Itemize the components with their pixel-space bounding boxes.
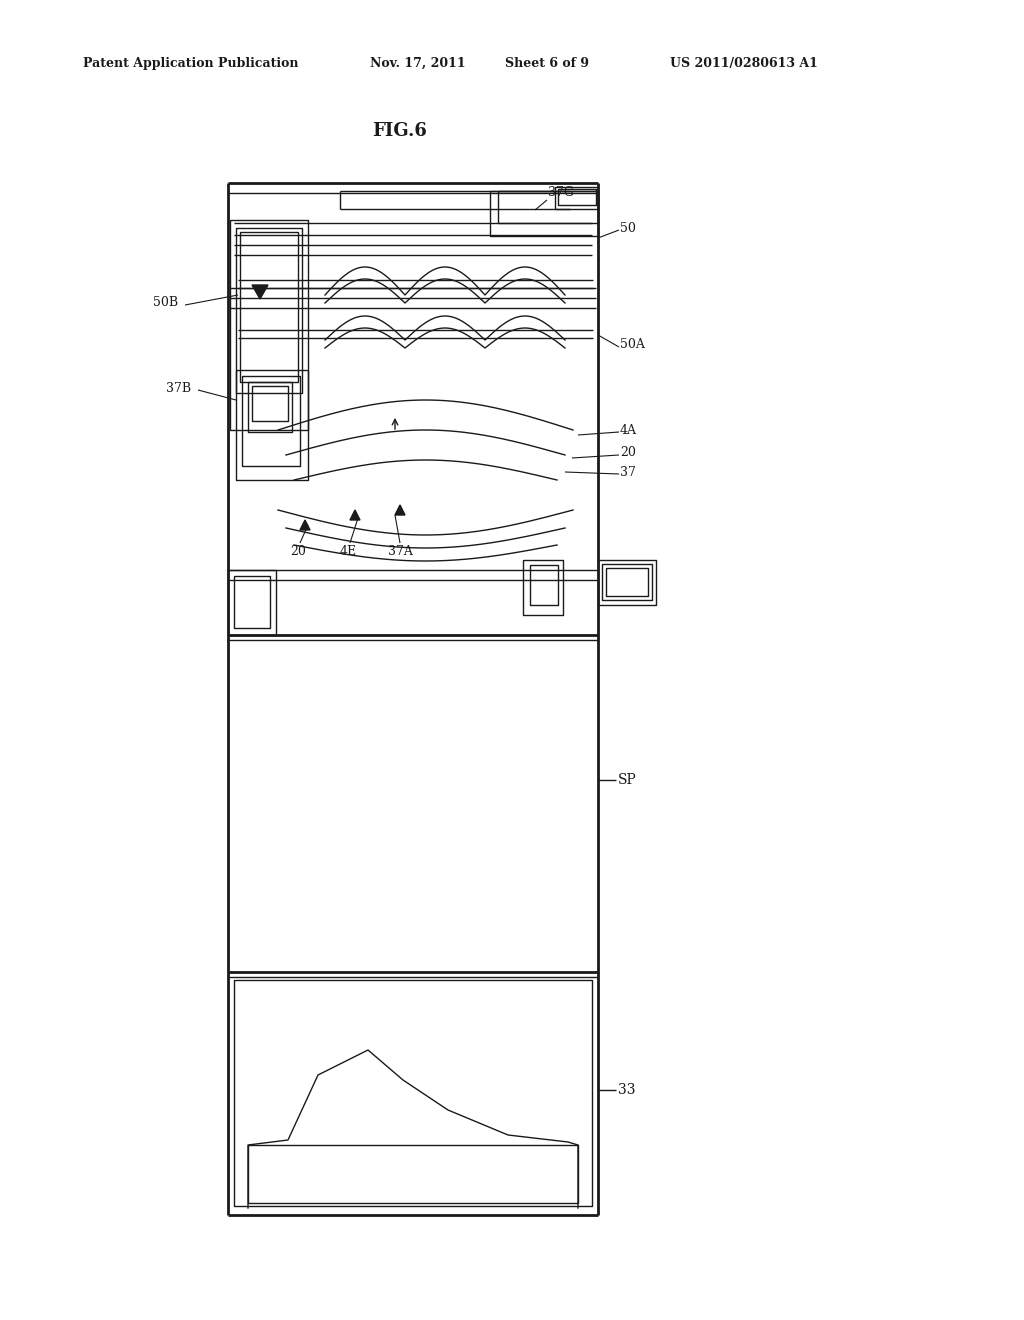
Text: FIG.6: FIG.6 xyxy=(373,121,427,140)
Text: 37G: 37G xyxy=(548,186,573,199)
Text: 20: 20 xyxy=(290,545,306,558)
Text: Nov. 17, 2011: Nov. 17, 2011 xyxy=(370,57,466,70)
Text: 4A: 4A xyxy=(620,424,637,437)
Text: 4E: 4E xyxy=(339,545,356,558)
Text: 33: 33 xyxy=(618,1082,636,1097)
Text: Sheet 6 of 9: Sheet 6 of 9 xyxy=(505,57,589,70)
Text: 37B: 37B xyxy=(166,381,191,395)
Polygon shape xyxy=(395,506,406,515)
Text: 50B: 50B xyxy=(153,297,178,309)
Polygon shape xyxy=(300,520,310,531)
Text: 37A: 37A xyxy=(387,545,413,558)
Text: SP: SP xyxy=(618,774,637,787)
Polygon shape xyxy=(350,510,360,520)
Text: US 2011/0280613 A1: US 2011/0280613 A1 xyxy=(670,57,818,70)
Text: 37: 37 xyxy=(620,466,636,479)
Text: 50A: 50A xyxy=(620,338,645,351)
Text: 20: 20 xyxy=(620,446,636,459)
Text: 50: 50 xyxy=(620,222,636,235)
Polygon shape xyxy=(252,285,268,300)
Text: Patent Application Publication: Patent Application Publication xyxy=(83,57,299,70)
